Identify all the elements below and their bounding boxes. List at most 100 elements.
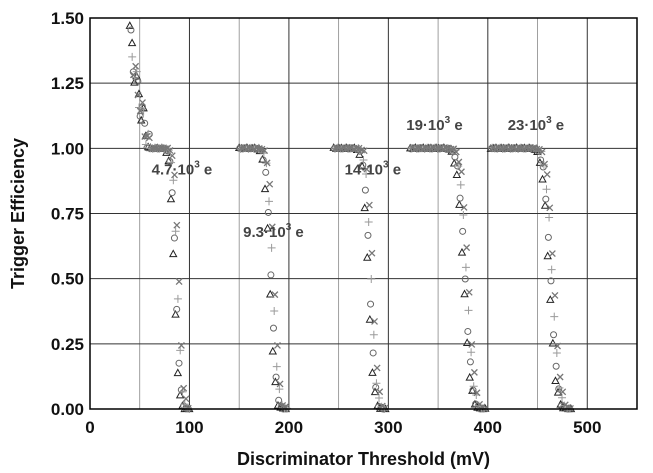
point-cross [432,145,440,153]
point-plus [167,158,176,167]
charge-label: 23·103 e [508,115,564,134]
y-tick-label: 0.50 [51,270,84,289]
point-triangle [136,115,146,124]
point-triangle [462,338,472,347]
point-plus [467,348,476,357]
point-triangle [127,38,137,47]
point-cross [421,144,429,152]
point-circle [550,331,558,339]
point-cross [129,71,137,79]
point-plus [132,67,141,76]
point-cross [452,148,460,156]
point-circle [141,119,149,127]
point-cross [458,168,465,176]
point-cross [342,145,350,153]
point-cross [473,389,481,397]
point-cross [363,165,371,173]
point-cross [161,145,169,153]
point-cross [171,171,178,179]
point-cross [332,144,340,152]
point-plus [173,294,182,303]
point-circle [544,233,552,241]
charge-annotations: 4.7·103 e 9.3·103 e 14·103 e 19·103 e 23·103… [152,115,565,241]
point-plus [372,379,381,388]
point-plus [128,52,137,61]
point-cross [470,368,478,376]
point-cross [368,249,376,257]
point-circle [555,385,563,393]
point-triangle [268,346,278,355]
point-cross [465,288,473,296]
point-circle [177,386,185,394]
point-cross [177,341,185,349]
point-triangle [538,174,547,183]
point-cross [182,395,190,403]
point-plus [130,73,139,82]
point-circle [542,195,550,203]
point-cross [468,340,476,348]
charge-label: 4.7·103 e [152,159,213,178]
point-plus [265,197,274,206]
point-cross [559,388,567,396]
point-plus [367,275,376,284]
point-plus [456,180,465,189]
point-cross [145,134,153,142]
charge-label: 9.3·103 e [243,222,304,241]
point-circle [369,349,377,357]
point-triangle [130,77,139,86]
point-plus [459,210,468,219]
point-circle [175,359,183,367]
point-cross [173,221,181,229]
point-cross [460,203,468,211]
point-plus [171,227,180,236]
point-circle [451,153,459,161]
point-plus [552,349,561,358]
point-triangle [125,21,135,29]
point-plus [555,383,564,392]
point-plus [275,385,284,394]
point-triangle [168,249,178,258]
point-triangle [260,184,270,193]
x-tick-label: 500 [573,418,601,437]
grid-lines [90,18,637,409]
point-plus [362,169,371,178]
y-tick-label: 1.25 [51,74,84,93]
point-circle [173,305,181,313]
point-cross [543,171,551,178]
point-cross [139,99,146,107]
point-triangle [460,289,469,298]
point-circle [464,327,472,335]
charge-label: 14·103 e [345,159,401,178]
point-triangle [265,289,275,298]
point-cross [548,250,556,258]
point-cross [271,291,279,299]
point-cross [352,144,360,152]
point-triangle [457,247,467,256]
point-plus [545,213,554,222]
point-cross [538,148,546,156]
point-triangle [548,338,558,347]
point-plus [547,265,556,274]
point-cross [447,145,455,153]
point-circle [461,275,469,283]
point-plus [558,393,567,402]
point-plus [270,306,279,315]
point-plus [141,140,150,149]
point-cross [261,147,269,154]
data-points [125,21,576,413]
point-cross [463,244,471,252]
point-cross [376,388,384,396]
point-circle [372,383,380,391]
point-circle [267,271,275,279]
plot-frame [89,17,638,410]
point-triangle [368,368,377,376]
point-circle [168,189,176,197]
point-circle [359,161,367,169]
y-tick-label: 0.25 [51,335,84,354]
y-tick-label: 0.75 [51,205,84,224]
point-cross [180,384,188,392]
point-circle [469,386,477,394]
point-cross [515,144,523,152]
point-plus [464,306,473,315]
